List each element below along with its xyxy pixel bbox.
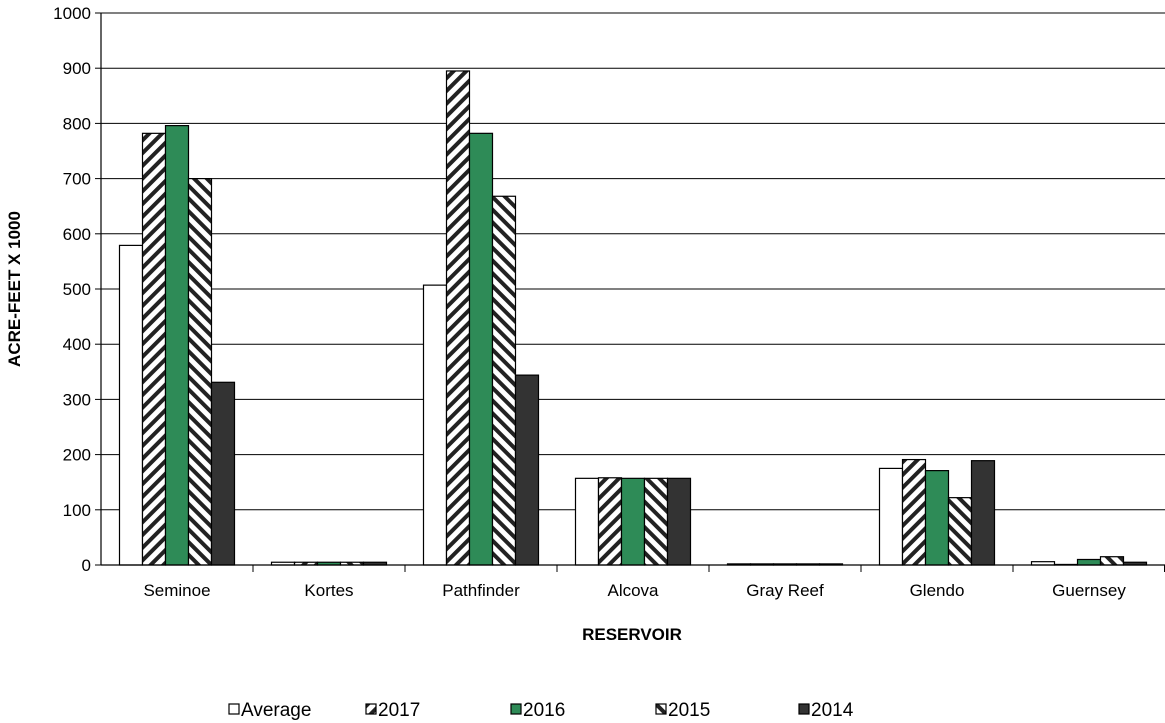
legend-swatch-2017 xyxy=(365,703,377,715)
gridlines xyxy=(101,12,1165,511)
legend-swatch-average xyxy=(228,703,240,715)
bar-2015-alcova xyxy=(643,477,669,566)
bar-2014-seminoe xyxy=(210,381,236,566)
y-tick-label: 800 xyxy=(63,114,91,133)
x-tick-label: Alcova xyxy=(607,581,659,600)
legend-swatch-2016 xyxy=(510,703,522,715)
x-axis-ticks: Seminoe Kortes Pathfinder Alcova Gray Reef Gl… xyxy=(143,581,1126,600)
bar-2015-seminoe xyxy=(187,178,213,566)
x-tick-label: Seminoe xyxy=(143,581,210,600)
bar-2016-guernsey xyxy=(1076,558,1102,566)
x-tick-label: Guernsey xyxy=(1052,581,1126,600)
legend-label-2016: 2016 xyxy=(523,700,565,721)
y-tick-label: 900 xyxy=(63,59,91,78)
bar-average-alcova xyxy=(574,477,600,566)
x-axis-title: RESERVOIR xyxy=(582,625,682,644)
bar-2014-glendo xyxy=(970,460,996,566)
bar-average-seminoe xyxy=(118,244,144,566)
bar-average-pathfinder xyxy=(422,284,448,566)
bar-2016-seminoe xyxy=(164,125,190,566)
bar-2016-glendo xyxy=(924,470,950,566)
x-tick-label: Glendo xyxy=(910,581,965,600)
legend: Average 2017 2016 2015 2014 xyxy=(228,700,854,721)
x-tick-label: Pathfinder xyxy=(442,581,520,600)
bar-average-glendo xyxy=(878,467,904,566)
bar-2015-pathfinder xyxy=(491,195,517,566)
bar-2016-pathfinder xyxy=(468,132,494,566)
bar-2015-guernsey xyxy=(1099,556,1125,566)
bar-2017-glendo xyxy=(901,458,927,566)
legend-label-2015: 2015 xyxy=(668,700,710,721)
bar-2014-alcova xyxy=(666,477,692,566)
y-tick-label: 0 xyxy=(82,556,91,575)
bar-2017-pathfinder xyxy=(445,70,471,566)
x-tick-label: Kortes xyxy=(304,581,353,600)
axes xyxy=(95,12,1165,572)
y-tick-label: 1000 xyxy=(53,4,91,23)
y-axis-ticks: 0 100 200 300 400 500 600 700 800 900 1000 xyxy=(53,4,91,575)
y-tick-label: 300 xyxy=(63,390,91,409)
legend-swatch-2014 xyxy=(798,703,810,715)
y-tick-label: 400 xyxy=(63,335,91,354)
bar-2016-alcova xyxy=(620,477,646,566)
y-tick-label: 100 xyxy=(63,501,91,520)
bar-2014-pathfinder xyxy=(514,374,540,566)
x-tick-label: Gray Reef xyxy=(746,581,824,600)
legend-label-average: Average xyxy=(241,700,311,721)
y-tick-label: 600 xyxy=(63,225,91,244)
legend-label-2017: 2017 xyxy=(378,700,420,721)
y-tick-label: 700 xyxy=(63,170,91,189)
y-tick-label: 500 xyxy=(63,280,91,299)
y-axis-title: ACRE-FEET X 1000 xyxy=(5,211,24,367)
bars xyxy=(118,70,1148,566)
bar-2015-glendo xyxy=(947,497,973,566)
bar-2017-seminoe xyxy=(141,132,167,566)
legend-swatch-2015 xyxy=(655,703,667,715)
legend-label-2014: 2014 xyxy=(811,700,854,721)
y-tick-label: 200 xyxy=(63,446,91,465)
bar-2017-alcova xyxy=(597,477,623,566)
